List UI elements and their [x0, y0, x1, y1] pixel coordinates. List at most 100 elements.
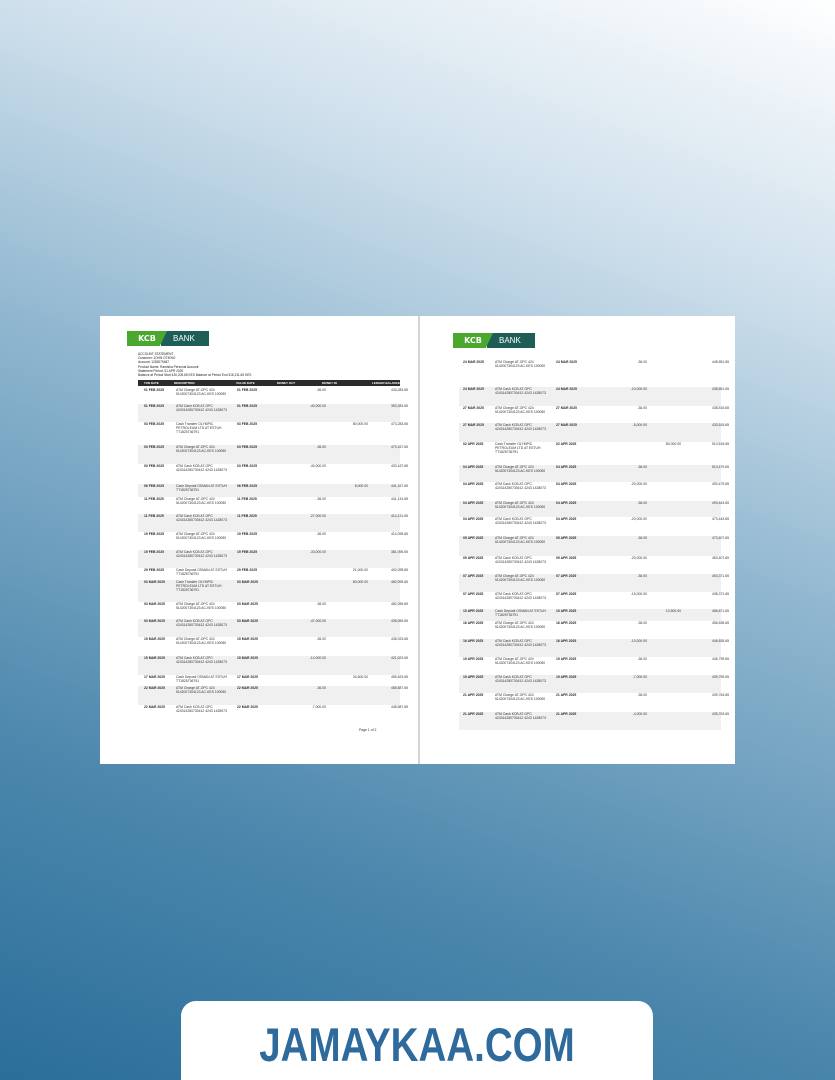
cell-date: 21 APR 2025 [463, 712, 484, 716]
cell-bal: 435,059.65 [391, 619, 408, 623]
table-row: 16 APR 2025 ATM Cash KCB AT-OPC 424314280… [459, 639, 729, 657]
table-row: 03 MAR 2025 ATM Cash KCB AT-OPC 424314280… [138, 619, 408, 637]
table-row: 22 MAR 2025 ATM Charge AT-OPC 424 5142007… [138, 686, 408, 705]
cell-desc: ATM Cash KCB AT-OPC 424314280730412 4243… [495, 423, 546, 431]
cell-bal: 381,095.65 [391, 550, 408, 554]
cell-value: 01 FEB 2025 [237, 388, 257, 392]
cell-desc: ATM Cash KCB AT-OPC 424314280730412 4243… [495, 387, 546, 395]
cell-bal: 473,167.65 [391, 445, 408, 449]
cell-out: -36.00 [637, 360, 647, 364]
cell-value: 19 APR 2025 [556, 657, 577, 661]
cell-date: 07 APR 2025 [463, 574, 484, 578]
cell-date: 15 MAR 2025 [144, 656, 165, 660]
cell-out: -36.00 [637, 501, 647, 505]
cell-out: -36.00 [637, 574, 647, 578]
cell-out: -4,000.00 [632, 712, 647, 716]
cell-out: -36.00 [316, 532, 326, 536]
table-row: 17 MAR 2025 Cash Deposit OSMAN AT ESTUH T… [138, 675, 408, 686]
cell-date: 05 APR 2025 [463, 536, 484, 540]
cell-bal: 438,371.65 [712, 592, 729, 596]
table-row: 19 APR 2025 ATM Cash KCB AT-OPC 424314280… [459, 675, 729, 693]
cell-desc: ATM Cash KCB AT-OPC 424314280730412 4243… [495, 556, 546, 564]
cell-desc: Cash Deposit OSMAN AT ESTUH TT1825736791 [495, 609, 546, 617]
cell-bal: 482,095.65 [391, 580, 408, 584]
cell-in: 80,000.00 [665, 442, 681, 446]
cell-value: 27 MAR 2025 [556, 423, 577, 427]
cell-out: -14,000.00 [309, 656, 326, 660]
cell-date: 04 APR 2025 [463, 482, 484, 486]
table-row: 01 FEB 2025 ATM Cash KCB AT-OPC 424314280… [138, 404, 408, 422]
cell-out: -36.00 [316, 497, 326, 501]
table-row: 02 APR 2025 Cash Transfer OLYMPIC PETROLE… [459, 442, 729, 465]
site-name[interactable]: JAMAYKAA.COM [259, 1018, 575, 1071]
cell-date: 24 MAR 2025 [463, 360, 484, 364]
cell-desc: ATM Cash KCB AT-OPC 424314280730412 4243… [495, 517, 546, 525]
table-row: 16 APR 2025 ATM Charge AT-OPC 424 5142007… [459, 621, 729, 639]
cell-desc: Cash Deposit OSMAN AT ESTUH TT1825736791 [176, 675, 227, 683]
cell-date: 16 APR 2025 [463, 621, 484, 625]
col-money-in: MONEY IN [322, 381, 337, 385]
cell-value: 29 FEB 2025 [237, 568, 257, 572]
cell-out: -10,000.00 [630, 387, 647, 391]
cell-in: 34,600.00 [352, 675, 368, 679]
table-row: 03 FEB 2025 ATM Charge AT-OPC 424 5142007… [138, 445, 408, 464]
cell-bal: 455,623.65 [391, 675, 408, 679]
cell-value: 21 APR 2025 [556, 693, 577, 697]
cell-value: 24 MAR 2025 [556, 387, 577, 391]
cell-desc: Cash Transfer OLYMPIC PETROLEUM LTD AT E… [495, 442, 541, 454]
col-description: DESCRIPTION [174, 381, 195, 385]
table-row: 04 APR 2025 ATM Cash KCB AT-OPC 424314280… [459, 482, 729, 501]
table-row: 24 MAR 2025 ATM Cash KCB AT-OPC 424314280… [459, 387, 729, 406]
cell-out: -36.00 [637, 657, 647, 661]
cell-value: 02 APR 2025 [556, 442, 577, 446]
col-value-date: VALUE DATE [236, 381, 255, 385]
cell-out: -5,000.00 [632, 423, 647, 427]
cell-date: 21 APR 2025 [463, 693, 484, 697]
cell-value: 19 FEB 2025 [237, 532, 257, 536]
cell-out: -33,000.00 [309, 550, 326, 554]
cell-value: 16 APR 2025 [556, 639, 577, 643]
cell-date: 01 FEB 2025 [144, 404, 164, 408]
cell-date: 10 APR 2025 [463, 609, 484, 613]
cell-out: -15,000.00 [630, 592, 647, 596]
cell-out: -40,000.00 [309, 464, 326, 468]
kcb-bank-logo: KCB BANK [453, 333, 535, 348]
cell-bal: 433,167.65 [391, 464, 408, 468]
cell-value: 03 MAR 2025 [237, 580, 258, 584]
cell-value: 11 FEB 2025 [237, 497, 257, 501]
cell-bal: 473,443.65 [712, 517, 729, 521]
table-row: 24 MAR 2025 ATM Charge AT-OPC 424 5142007… [459, 360, 729, 387]
cell-value: 03 MAR 2025 [237, 602, 258, 606]
table-row: 06 FEB 2025 Cash Deposit OSMAN AT ESTUH T… [138, 484, 408, 497]
cell-out: -27,000.00 [309, 514, 326, 518]
cell-desc: ATM Charge AT-OPC 424 5142007304123 AC-K… [176, 602, 227, 610]
table-row: 07 APR 2025 ATM Charge AT-OPC 424 5142007… [459, 574, 729, 592]
cell-desc: ATM Charge AT-OPC 424 5142007304123 AC-K… [176, 388, 227, 396]
cell-bal: 448,551.65 [712, 360, 729, 364]
cell-date: 03 MAR 2025 [144, 602, 165, 606]
cell-date: 24 MAR 2025 [463, 387, 484, 391]
cell-desc: ATM Cash KCB AT-OPC 424314280730412 4243… [176, 619, 227, 627]
cell-date: 02 APR 2025 [463, 442, 484, 446]
cell-bal: 439,799.65 [712, 675, 729, 679]
cell-date: 01 FEB 2025 [144, 388, 164, 392]
table-row: 22 MAR 2025 ATM Cash KCB AT-OPC 424314280… [138, 705, 408, 723]
cell-date: 03 FEB 2025 [144, 464, 164, 468]
meta-line: Statement Period: 01 APR 2025 [138, 368, 184, 373]
cell-value: 19 APR 2025 [556, 675, 577, 679]
cell-desc: ATM Charge AT-OPC 424 5142007304123 AC-K… [176, 686, 227, 694]
cell-value: 17 MAR 2025 [237, 675, 258, 679]
cell-value: 10 APR 2025 [556, 609, 577, 613]
cell-bal: 456,635.65 [712, 621, 729, 625]
cell-value: 24 MAR 2025 [556, 360, 577, 364]
cell-bal: 421,023.65 [391, 656, 408, 660]
cell-date: 22 MAR 2025 [144, 686, 165, 690]
cell-date: 04 APR 2025 [463, 501, 484, 505]
cell-value: 15 MAR 2025 [237, 637, 258, 641]
cell-date: 11 FEB 2025 [144, 497, 164, 501]
table-row: 05 APR 2025 ATM Cash KCB AT-OPC 424314280… [459, 556, 729, 574]
table-row: 29 FEB 2025 Cash Deposit OSMAN AT ESTUH T… [138, 568, 408, 580]
table-row: 19 APR 2025 ATM Charge AT-OPC 424 5142007… [459, 657, 729, 675]
cell-desc: ATM Charge AT-OPC 424 5142007304123 AC-K… [495, 406, 546, 414]
cell-out: -20,000.00 [630, 482, 647, 486]
